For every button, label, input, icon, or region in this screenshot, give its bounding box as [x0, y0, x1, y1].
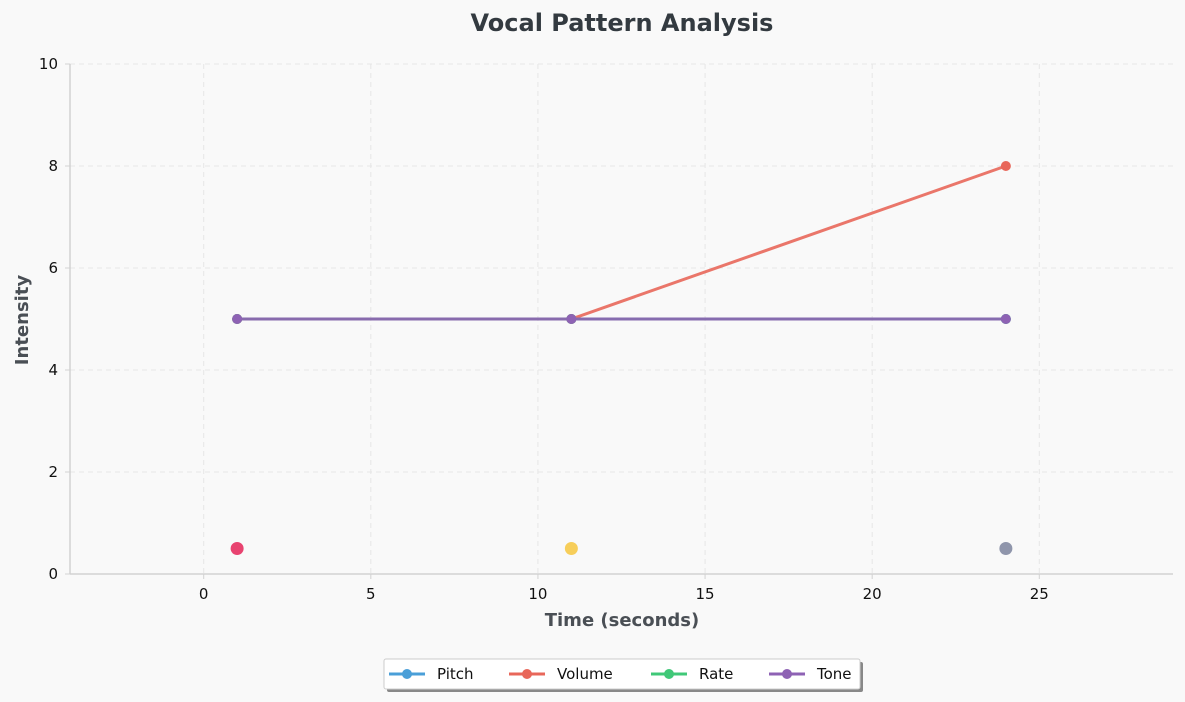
x-tick-label: 10	[528, 585, 547, 603]
y-tick-label: 2	[48, 463, 58, 481]
series-group	[232, 161, 1011, 324]
chart-title: Vocal Pattern Analysis	[471, 9, 774, 37]
data-point-volume	[1000, 161, 1011, 171]
marker-group	[230, 542, 1013, 555]
event-marker	[999, 542, 1013, 555]
event-marker	[564, 542, 578, 555]
legend-marker-rate	[664, 669, 674, 679]
x-tick-label: 5	[366, 585, 376, 603]
legend-label-rate: Rate	[699, 665, 733, 683]
y-tick-label: 10	[39, 55, 58, 73]
legend-label-tone: Tone	[816, 665, 852, 683]
legend-box	[383, 658, 861, 690]
y-axis-ticks: 0 2 4 6 8 10	[39, 55, 70, 583]
x-axis-ticks: 0 5 10 15 20 25	[199, 574, 1049, 603]
y-tick-label: 0	[48, 565, 58, 583]
data-point-tone	[566, 314, 577, 324]
legend-marker-tone	[782, 669, 792, 679]
data-point-tone	[232, 314, 243, 324]
y-tick-label: 8	[48, 157, 58, 175]
y-tick-label: 6	[48, 259, 58, 277]
y-axis-label: Intensity	[12, 275, 33, 366]
legend-marker-pitch	[402, 669, 412, 679]
y-tick-label: 4	[48, 361, 58, 379]
event-marker	[230, 542, 244, 555]
legend-label-pitch: Pitch	[437, 665, 474, 683]
x-tick-label: 20	[863, 585, 882, 603]
legend-marker-volume	[522, 669, 532, 679]
x-axis-label: Time (seconds)	[545, 610, 700, 631]
legend-label-volume: Volume	[557, 665, 613, 683]
x-tick-label: 15	[696, 585, 715, 603]
x-tick-label: 0	[199, 585, 209, 603]
x-tick-label: 25	[1030, 585, 1049, 603]
data-point-tone	[1000, 314, 1011, 324]
axes	[69, 64, 1173, 575]
series-line-volume	[237, 164, 1007, 321]
legend: Pitch Volume Rate Tone	[383, 658, 863, 692]
